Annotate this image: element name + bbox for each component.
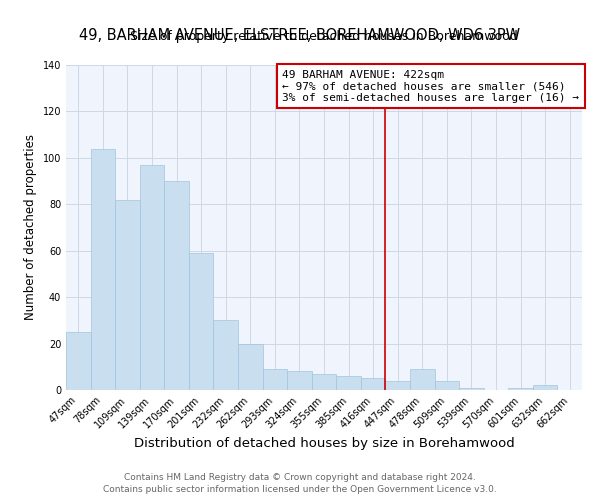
Text: 49 BARHAM AVENUE: 422sqm
← 97% of detached houses are smaller (546)
3% of semi-d: 49 BARHAM AVENUE: 422sqm ← 97% of detach… [282,70,579,103]
Bar [508,388,533,390]
Y-axis label: Number of detached properties: Number of detached properties [24,134,37,320]
Bar [336,376,361,390]
Bar [410,369,434,390]
Bar [164,181,189,390]
Bar [533,386,557,390]
Text: Contains public sector information licensed under the Open Government Licence v3: Contains public sector information licen… [103,484,497,494]
Bar [287,372,312,390]
Text: 49, BARHAM AVENUE, ELSTREE, BOREHAMWOOD, WD6 3PW: 49, BARHAM AVENUE, ELSTREE, BOREHAMWOOD,… [79,28,521,42]
Bar [263,369,287,390]
Text: Contains HM Land Registry data © Crown copyright and database right 2024.: Contains HM Land Registry data © Crown c… [124,473,476,482]
Title: Size of property relative to detached houses in Borehamwood: Size of property relative to detached ho… [130,30,518,43]
Bar [238,344,263,390]
Bar [434,380,459,390]
Bar [214,320,238,390]
Bar [140,165,164,390]
Bar [115,200,140,390]
Bar [66,332,91,390]
Bar [361,378,385,390]
Bar [312,374,336,390]
Bar [91,148,115,390]
X-axis label: Distribution of detached houses by size in Borehamwood: Distribution of detached houses by size … [134,436,514,450]
Bar [189,253,214,390]
Bar [385,380,410,390]
Bar [459,388,484,390]
